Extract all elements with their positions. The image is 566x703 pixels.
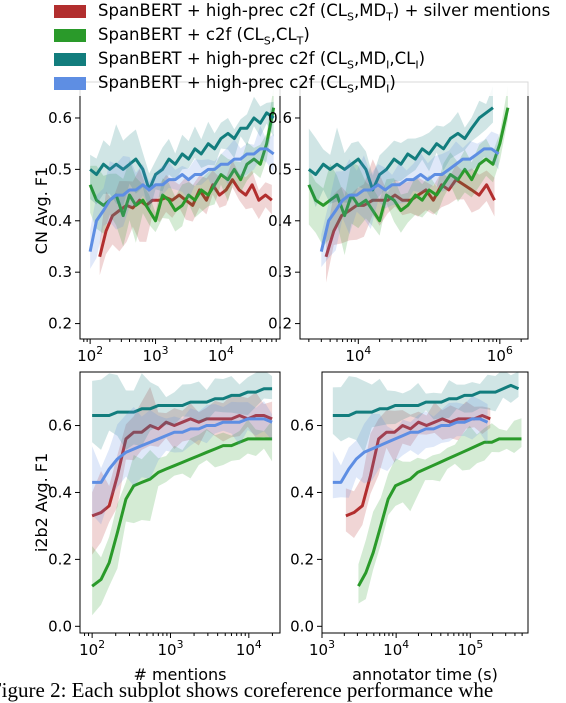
legend-item-mdi-cli: SpanBERT + high-prec c2f (CLS,MDI,CLI) — [48, 48, 534, 72]
plot-area — [88, 85, 276, 276]
x-tick-label: 105 — [457, 638, 483, 659]
confidence-band — [358, 418, 522, 604]
x-tick-label: 104 — [236, 638, 262, 659]
series-line — [357, 437, 522, 587]
series-line — [92, 387, 273, 417]
y-tick-label: 0.4 — [48, 483, 72, 501]
y-tick-label: 0.0 — [48, 617, 72, 635]
y-tick-label: 0.2 — [48, 550, 72, 568]
x-tick-label: 103 — [309, 638, 335, 659]
y-tick-label: 0.6 — [48, 109, 72, 127]
series-line — [307, 107, 510, 223]
y-tick-label: 0.5 — [48, 160, 72, 178]
y-tick-label: 0.4 — [268, 212, 292, 230]
confidence-band — [332, 372, 519, 453]
series-line — [91, 414, 273, 518]
legend-item-mdi: SpanBERT + high-prec c2f (CLS,MDI) — [48, 72, 534, 96]
plot-area — [91, 372, 273, 616]
confidence-band — [308, 85, 508, 256]
y-axis-label: i2b2 Avg. F1 — [32, 453, 51, 552]
chart-panel-top-right: 0.2 0.3 0.4 0.5 0.6 104 106 — [268, 81, 529, 365]
series-line — [91, 437, 273, 588]
y-tick-label: 0.3 — [268, 263, 292, 281]
y-tick-label: 0.2 — [268, 315, 292, 333]
chart-panel-bottom-left: 0.0 0.2 0.4 0.6 102 103 104 # mentions i2b2 Avg.… — [32, 371, 281, 684]
y-tick-label: 0.0 — [290, 617, 314, 635]
confidence-band — [92, 419, 273, 616]
series-line — [319, 147, 500, 252]
chart-legend: SpanBERT + high-prec c2f (CLS,MDT) + sil… — [48, 0, 550, 96]
y-tick-label: 0.2 — [48, 315, 72, 333]
x-tick-label: 104 — [383, 638, 409, 659]
plot-area — [332, 372, 522, 604]
confidence-band — [332, 395, 488, 499]
x-tick-label: 103 — [143, 344, 169, 365]
confidence-band — [99, 160, 272, 276]
series-line — [92, 417, 273, 484]
y-axis-label: CN Avg. F1 — [32, 167, 51, 254]
x-tick-label: 102 — [79, 638, 105, 659]
legend-label: SpanBERT + high-prec c2f (CLS,MDI) — [98, 73, 396, 96]
chart-panel-bottom-right: 0.0 0.2 0.4 0.6 103 104 105 annotator time (s) — [290, 371, 529, 684]
series-line — [332, 417, 489, 484]
plot-area — [307, 85, 510, 283]
chart-panel-top-left: 0.2 0.3 0.4 0.5 0.6 102 103 104 CN Avg. F1 — [32, 81, 281, 365]
y-tick-label: 0.4 — [48, 212, 72, 230]
legend-item-c2f: SpanBERT + c2f (CLS,CLT) — [48, 24, 534, 48]
confidence-band — [308, 86, 493, 207]
confidence-band — [92, 372, 273, 450]
legend-swatch — [54, 29, 86, 42]
y-tick-label: 0.4 — [290, 483, 314, 501]
y-tick-label: 0.2 — [290, 550, 314, 568]
x-tick-label: 103 — [157, 638, 183, 659]
series-line — [89, 111, 275, 192]
y-tick-label: 0.6 — [290, 417, 314, 435]
x-axis-label: # mentions — [133, 665, 226, 684]
confidence-band — [92, 386, 273, 555]
y-tick-label: 0.3 — [48, 263, 72, 281]
legend-swatch — [54, 53, 86, 66]
x-tick-label: 104 — [208, 344, 234, 365]
legend-label: SpanBERT + high-prec c2f (CLS,MDI,CLI) — [98, 49, 426, 72]
legend-swatch — [54, 5, 86, 18]
confidence-band — [90, 125, 274, 269]
series-line — [345, 414, 491, 518]
legend-item-silver: SpanBERT + high-prec c2f (CLS,MDT) + sil… — [48, 0, 550, 24]
series-line — [88, 107, 276, 223]
y-tick-label: 0.6 — [48, 417, 72, 435]
figure-caption: Figure 2: Each subplot shows coreference… — [0, 678, 494, 702]
y-tick-label: 0.5 — [268, 160, 292, 178]
axes-frame — [321, 371, 529, 634]
legend-label: SpanBERT + high-prec c2f (CLS,MDT) + sil… — [98, 1, 551, 24]
y-tick-label: 0.6 — [268, 109, 292, 127]
x-tick-label: 104 — [345, 344, 371, 365]
series-line — [88, 147, 275, 252]
x-axis-label: annotator time (s) — [352, 665, 498, 684]
x-tick-label: 102 — [77, 344, 103, 365]
legend-label: SpanBERT + c2f (CLS,CLT) — [98, 25, 310, 48]
x-tick-label: 106 — [487, 344, 513, 365]
series-line — [307, 106, 494, 192]
confidence-band — [92, 401, 273, 525]
series-line — [332, 383, 520, 417]
legend-swatch — [54, 77, 86, 90]
axes-frame — [79, 371, 281, 634]
